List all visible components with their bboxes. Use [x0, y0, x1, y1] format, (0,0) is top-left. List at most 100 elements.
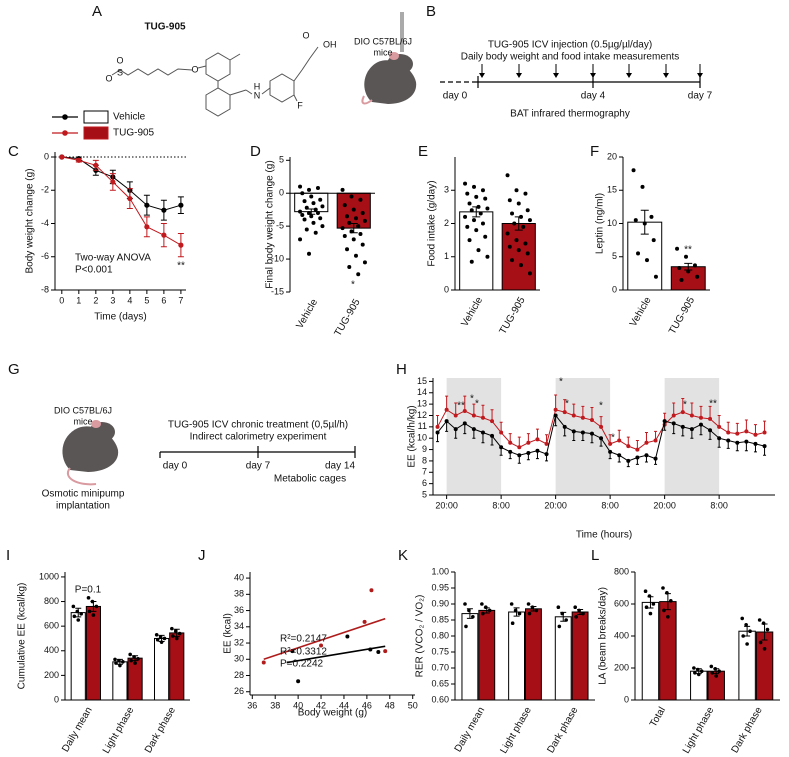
data-point: [465, 224, 470, 229]
data-point: [480, 602, 484, 606]
data-point: [708, 416, 713, 421]
data-point: [626, 444, 631, 449]
data-point: [651, 238, 656, 243]
data-point: [635, 447, 640, 452]
y-tick-label: -8: [41, 284, 49, 294]
data-point: [307, 210, 312, 215]
data-point: [523, 191, 528, 196]
panel-i: I 0 200 400 600 800 1000 Cumulative EE (kcal/kg…: [6, 547, 190, 756]
data-point: [463, 214, 468, 219]
data-point: [161, 207, 167, 213]
data-point: [631, 168, 636, 173]
data-point: [692, 263, 697, 268]
data-point: [369, 588, 374, 593]
x-tick-label: 36: [247, 700, 257, 710]
y-tick-label: -2: [41, 185, 49, 195]
protocol-text: Metabolic cages: [274, 474, 346, 485]
compound-name: TUG-905: [144, 22, 186, 33]
annotation: P=0.2242: [280, 659, 324, 670]
data-point: [679, 278, 684, 283]
y-tick-label: 400: [44, 645, 59, 655]
annotation: **: [709, 399, 717, 410]
data-point: [666, 615, 670, 619]
data-point: [661, 586, 665, 590]
data-point: [261, 660, 266, 665]
data-point: [347, 220, 352, 225]
atom-label: S: [117, 67, 123, 77]
panel-g: G DIO C57BL/6J mice TUG-905 ICV chronic …: [8, 361, 356, 512]
data-point: [508, 449, 513, 454]
x-tick-label: Daily mean: [453, 705, 488, 754]
data-point: [307, 251, 312, 256]
data-point: [633, 218, 638, 223]
y-tick-label: 0: [54, 694, 59, 704]
data-point: [129, 658, 133, 663]
data-point: [113, 657, 117, 662]
data-point: [313, 230, 318, 235]
y-axis-label: Final body weight change (g): [265, 160, 276, 288]
data-point: [553, 413, 558, 418]
data-point: [577, 608, 581, 613]
data-point: [684, 254, 689, 259]
data-point: [560, 611, 565, 616]
data-point: [368, 647, 373, 652]
data-point: [581, 611, 585, 616]
y-tick-label: 5: [422, 489, 427, 499]
y-tick-label: 15: [417, 376, 427, 386]
data-point: [76, 157, 82, 163]
data-point: [662, 608, 666, 613]
data-point: [296, 679, 301, 684]
y-tick-label: 1.00: [431, 566, 449, 576]
data-point: [510, 211, 515, 216]
bar: [525, 608, 542, 701]
x-axis-label: Time (hours): [576, 530, 632, 541]
data-point: [662, 419, 667, 424]
day-label: day 0: [163, 461, 188, 472]
data-point: [649, 214, 654, 219]
data-point: [453, 427, 458, 432]
data-point: [648, 611, 653, 616]
data-point: [94, 604, 99, 609]
y-tick-label: 0.70: [431, 662, 449, 672]
annotation: *: [599, 401, 603, 412]
y-tick-label: 30: [234, 654, 244, 664]
x-tick-label: 8:00: [710, 500, 728, 510]
mouse-label: mice: [373, 47, 392, 57]
x-tick-label: 20:00: [544, 500, 567, 510]
data-point: [469, 259, 474, 264]
data-point: [758, 640, 763, 645]
y-tick-label: -6: [41, 251, 49, 261]
legend-label: TUG-905: [113, 128, 155, 139]
data-point: [669, 599, 673, 603]
data-point: [320, 204, 325, 209]
data-point: [699, 669, 704, 673]
data-point: [527, 218, 532, 223]
annotation: *: [611, 433, 615, 444]
y-tick-label: -15: [271, 286, 284, 296]
data-point: [467, 201, 472, 206]
data-point: [556, 605, 561, 609]
data-point: [144, 224, 150, 230]
panel-letter: L: [591, 547, 599, 564]
x-tick-label: Daily mean: [60, 705, 95, 754]
data-point: [158, 635, 163, 640]
data-point: [535, 437, 540, 442]
data-point: [589, 418, 594, 423]
day-label: day 7: [246, 461, 271, 472]
legend-marker: [62, 114, 68, 120]
data-point: [574, 615, 578, 619]
data-point: [698, 415, 703, 420]
data-point: [665, 591, 669, 595]
atom-label: H: [254, 81, 261, 91]
y-tick-label: 7: [422, 467, 427, 477]
data-point: [717, 424, 722, 429]
data-point: [342, 234, 347, 239]
data-point: [589, 431, 594, 436]
data-point: [710, 671, 715, 675]
protocol-text: Osmotic minipump: [42, 489, 125, 500]
data-point: [562, 424, 567, 429]
data-point: [340, 187, 345, 192]
annotation: P<0.001: [75, 265, 113, 276]
data-point: [527, 271, 532, 276]
atom-label: OH: [323, 39, 337, 49]
